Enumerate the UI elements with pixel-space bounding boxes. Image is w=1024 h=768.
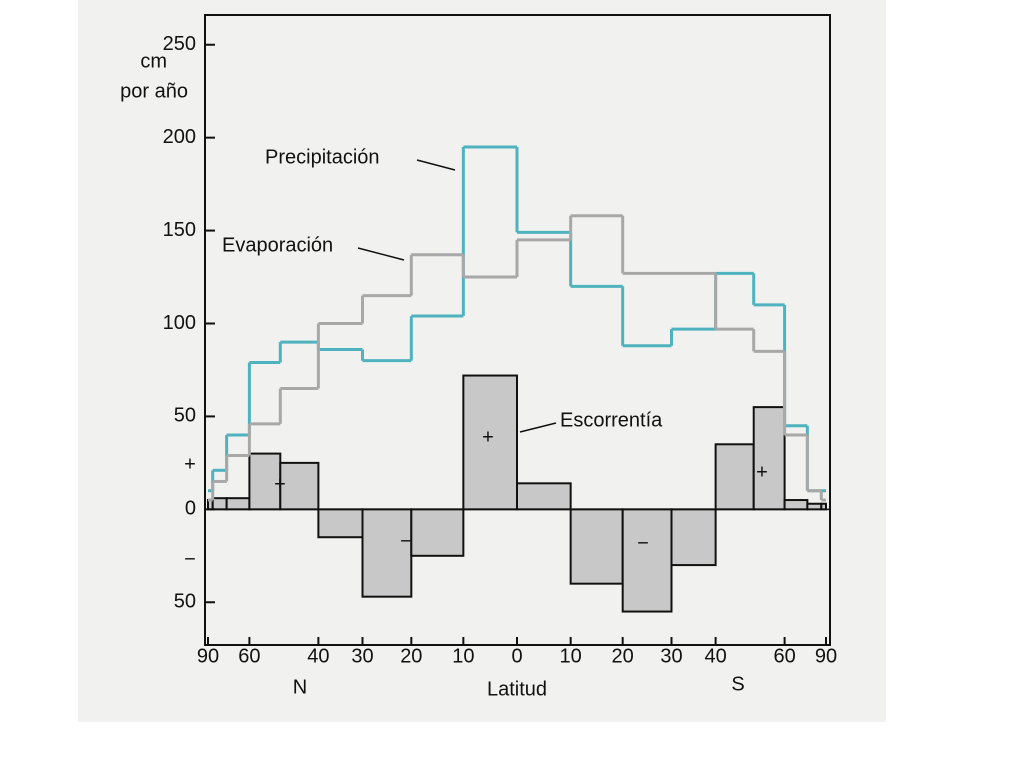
- runoff-bar: [361, 508, 413, 598]
- runoff-bar: [317, 508, 364, 539]
- x-axis-label: Latitud: [487, 678, 547, 700]
- annotation-arrow: [416, 159, 456, 171]
- x-tick-label: 30: [660, 645, 682, 667]
- series-annotation: Precipitación: [265, 146, 380, 168]
- x-tick-label: 90: [815, 645, 837, 667]
- x-tick-label: 60: [238, 645, 260, 667]
- runoff-bar: [670, 508, 717, 567]
- runoff-bar: [820, 502, 828, 511]
- y-axis-label: por año: [120, 80, 188, 102]
- y-sign-label: −: [184, 548, 196, 570]
- region-sign: +: [274, 473, 286, 495]
- runoff-bar: [621, 508, 673, 613]
- hemisphere-label: S: [731, 673, 744, 695]
- region-sign: +: [482, 426, 494, 448]
- x-tick-label: 60: [773, 645, 795, 667]
- region-sign: −: [400, 530, 412, 552]
- runoff-bar: [279, 461, 320, 511]
- runoff-bar: [410, 508, 465, 557]
- annotation-arrow: [519, 422, 557, 433]
- x-tick-label: 90: [197, 645, 219, 667]
- runoff-bar: [752, 406, 786, 511]
- y-tick-label: 150: [163, 219, 196, 241]
- hemisphere-label: N: [293, 676, 307, 698]
- annotation-arrow: [357, 247, 405, 261]
- runoff-bar: [783, 499, 809, 511]
- y-tick-label: 200: [163, 126, 196, 148]
- y-tick-label: 50: [174, 405, 196, 427]
- x-tick-label: 40: [307, 645, 329, 667]
- scan-background: [78, 0, 886, 722]
- x-tick-label: 0: [511, 645, 522, 667]
- y-tick-label: 50: [174, 591, 196, 613]
- x-tick-label: 20: [612, 645, 634, 667]
- runoff-bar: [516, 482, 572, 511]
- y-tick-label: 0: [185, 498, 196, 520]
- runoff-bar: [806, 502, 823, 511]
- runoff-bar: [714, 443, 755, 511]
- y-tick-label: 250: [163, 33, 196, 55]
- x-tick-label: 30: [351, 645, 373, 667]
- x-tick-label: 40: [704, 645, 726, 667]
- x-tick-label: 10: [452, 645, 474, 667]
- x-tick-label: 20: [400, 645, 422, 667]
- y-sign-label: +: [184, 453, 196, 475]
- y-axis-label: cm: [140, 50, 167, 72]
- x-tick-label: 10: [560, 645, 582, 667]
- series-annotation: Escorrentía: [560, 409, 663, 431]
- runoff-bar: [225, 497, 251, 511]
- runoff-bar: [211, 497, 228, 511]
- y-tick-label: 100: [163, 312, 196, 334]
- series-annotation: Evaporación: [222, 234, 333, 256]
- region-sign: +: [756, 461, 768, 483]
- region-sign: −: [637, 532, 649, 554]
- runoff-bar: [569, 508, 624, 585]
